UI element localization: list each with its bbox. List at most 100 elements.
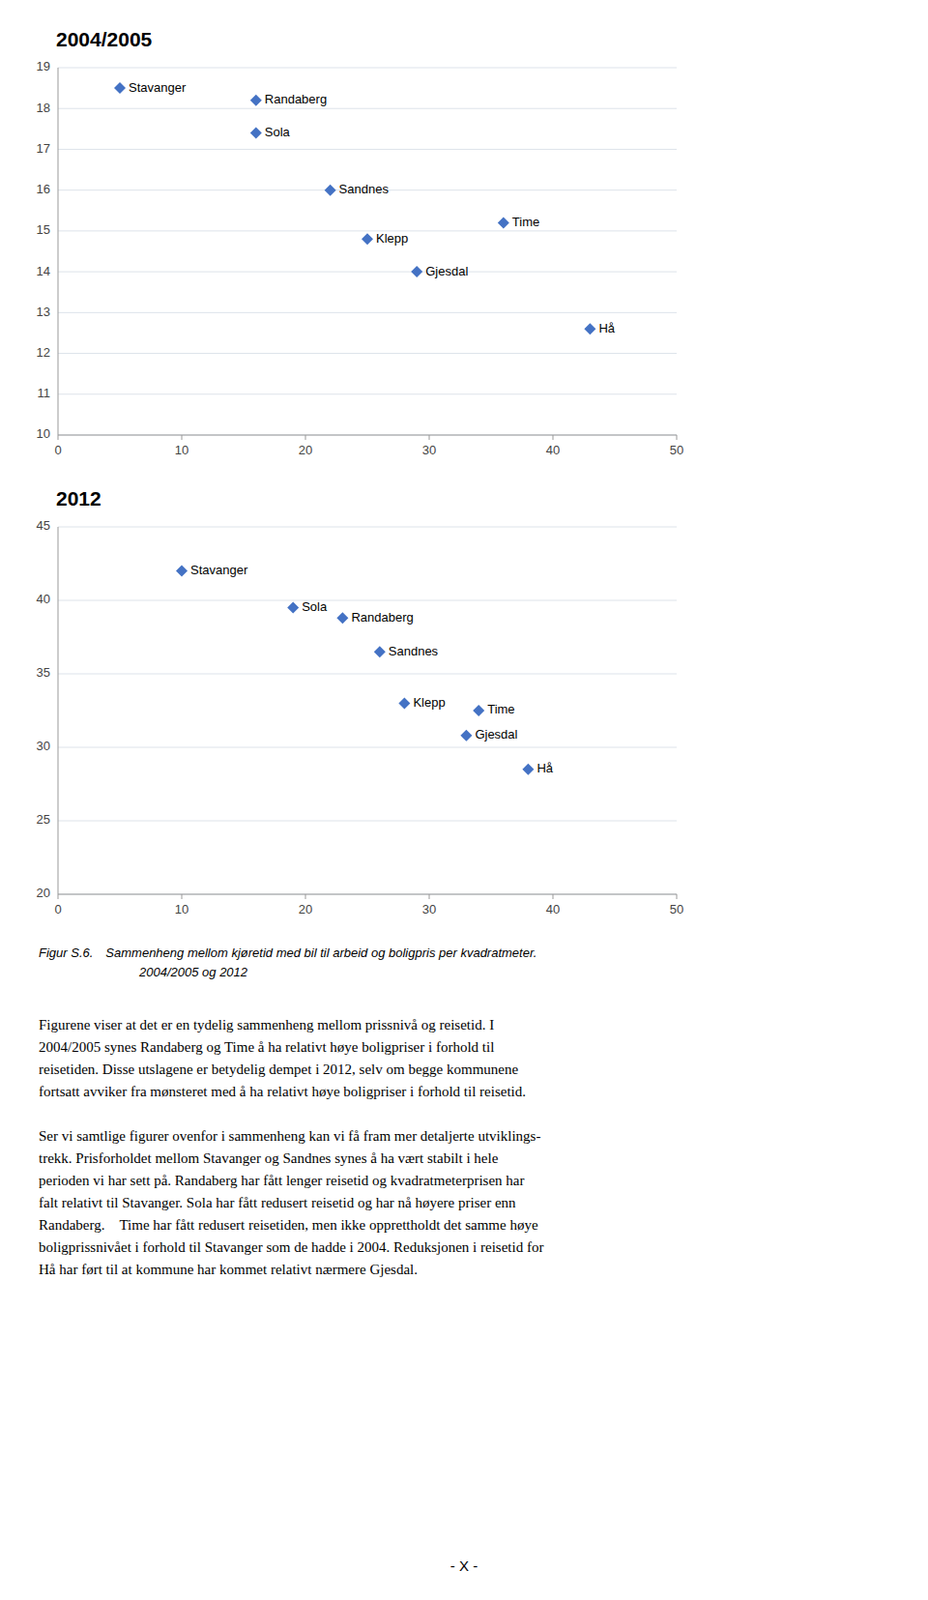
x-axis-line [58, 894, 677, 896]
body-line: Hå har ført til at kommune har kommet re… [38, 1261, 418, 1277]
grid-line [58, 393, 677, 395]
x-tick-label: 20 [298, 901, 313, 917]
point-label: Sandnes [388, 643, 439, 659]
x-tick [58, 435, 59, 440]
y-tick-label: 25 [36, 812, 51, 827]
x-tick-label: 50 [669, 901, 684, 917]
points [175, 565, 534, 776]
point-label: Klepp [376, 231, 408, 246]
y-tick-label: 12 [36, 345, 51, 360]
point [497, 216, 510, 229]
y-axis-line [58, 67, 59, 435]
x-tick [305, 435, 307, 440]
x-tick-label: 20 [298, 442, 313, 458]
point-label: Time [487, 701, 515, 717]
grid-line [58, 526, 677, 528]
chart-title: 2004/2005 [56, 28, 153, 51]
x-tick [305, 894, 307, 899]
x-tick [676, 435, 678, 440]
grid-line [58, 352, 677, 354]
y-tick-label: 40 [36, 591, 51, 607]
point-label: Stavanger [128, 80, 187, 95]
body-line: falt relativt til Stavanger. Sola har få… [38, 1194, 517, 1211]
point [336, 611, 348, 624]
grid-line [58, 435, 677, 436]
x-tick [181, 894, 183, 899]
point [398, 696, 410, 709]
caption: Figur S.6. Sammenheng mellom kjøretid me… [38, 945, 537, 980]
point-label: Hå [536, 760, 553, 776]
point-label: Gjesdal [425, 263, 468, 279]
x-axis: 01020304050 [54, 435, 684, 458]
point [472, 704, 485, 717]
y-axis: 10111213141516171819 [36, 58, 677, 441]
chart-title: 2012 [56, 487, 102, 510]
grid-line [58, 271, 677, 273]
point-label: Randaberg [264, 91, 327, 107]
point-label: Stavanger [190, 562, 249, 578]
x-tick-label: 40 [546, 442, 560, 458]
caption-line: 2004/2005 og 2012 [38, 964, 249, 980]
caption-line: Figur S.6. Sammenheng mellom kjøretid me… [38, 945, 537, 960]
y-tick-label: 14 [36, 263, 51, 279]
x-tick-label: 10 [174, 442, 189, 458]
page-footer: - X - [450, 1557, 478, 1574]
x-tick [429, 435, 431, 440]
body-line: trekk. Prisforholdet mellom Stavanger og… [38, 1150, 499, 1166]
point [361, 232, 374, 245]
x-axis: 01020304050 [54, 894, 684, 917]
grid-line [58, 673, 677, 675]
point [175, 565, 188, 578]
y-tick-label: 13 [36, 304, 51, 319]
chart: 201220253035404501020304050StavangerSola… [36, 487, 685, 917]
x-tick [429, 894, 431, 899]
point-label: Klepp [412, 695, 445, 710]
point [410, 265, 423, 278]
grid-line [58, 148, 677, 150]
body-line: Randaberg. Time har fått redusert reiset… [38, 1217, 539, 1233]
x-tick-label: 0 [54, 901, 61, 917]
y-tick-label: 17 [36, 141, 51, 156]
y-tick-label: 19 [36, 58, 51, 74]
y-tick-label: 45 [36, 518, 51, 533]
y-tick-label: 35 [36, 665, 51, 680]
point [250, 127, 262, 140]
point-labels: StavangerSolaRandabergSandnesKleppTimeGj… [190, 562, 554, 776]
point-label: Hå [598, 320, 615, 336]
point-label: Sola [264, 124, 291, 140]
point [324, 184, 337, 197]
point-label: Sola [301, 599, 328, 614]
point [583, 322, 596, 335]
point [114, 82, 126, 94]
body-line: reisetiden. Disse utslagene er betydelig… [38, 1061, 519, 1077]
x-axis-line [58, 435, 677, 436]
y-axis-line [58, 526, 59, 895]
point [250, 94, 262, 107]
x-tick [552, 894, 554, 899]
point [374, 645, 386, 658]
x-tick [676, 894, 678, 899]
point [287, 602, 299, 614]
y-tick-label: 11 [37, 385, 52, 401]
point [522, 763, 534, 776]
y-tick-label: 15 [36, 222, 51, 237]
point-label: Randaberg [350, 609, 413, 625]
page: {"chart_data": [ {"type": "scatter", "ti… [0, 0, 928, 1600]
body-line: boligprissnivået i forhold til Stavanger… [38, 1239, 544, 1255]
grid-line [58, 894, 677, 896]
body-line: 2004/2005 synes Randaberg og Time å ha r… [38, 1039, 494, 1055]
body-text: Figurene viser at det er en tydelig samm… [38, 1016, 544, 1277]
grid-line [58, 108, 677, 110]
point [460, 729, 472, 742]
x-tick-label: 40 [546, 901, 560, 917]
body-line: Ser vi samtlige figurer ovenfor i sammen… [38, 1128, 541, 1144]
y-tick-label: 18 [36, 100, 51, 116]
x-tick-label: 10 [174, 901, 189, 917]
figure: 2004/20051011121314151617181901020304050… [0, 0, 928, 1600]
body-line: perioden vi har sett på. Randaberg har f… [38, 1172, 524, 1189]
chart: 2004/20051011121314151617181901020304050… [36, 28, 685, 458]
y-tick-label: 10 [36, 426, 51, 441]
grid-line [58, 600, 677, 602]
x-tick [58, 894, 59, 899]
x-tick-label: 0 [54, 442, 61, 458]
